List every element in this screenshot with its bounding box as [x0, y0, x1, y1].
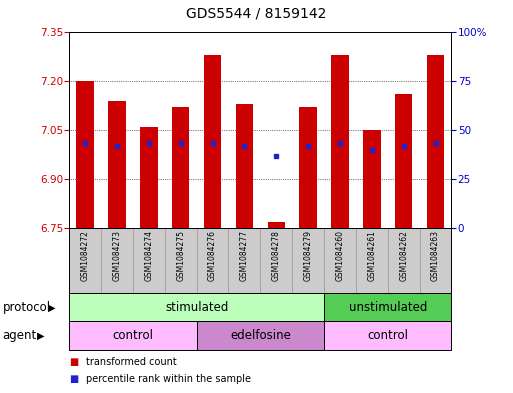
Text: ▶: ▶	[48, 302, 55, 312]
Text: GSM1084272: GSM1084272	[81, 230, 90, 281]
Bar	[292, 228, 324, 293]
Bar	[108, 101, 126, 228]
Bar	[261, 228, 292, 293]
Bar	[427, 55, 444, 228]
Text: GSM1084277: GSM1084277	[240, 230, 249, 281]
Bar	[133, 228, 165, 293]
Bar	[420, 228, 451, 293]
Text: GDS5544 / 8159142: GDS5544 / 8159142	[186, 6, 327, 20]
Bar	[172, 107, 189, 228]
Text: GSM1084261: GSM1084261	[367, 230, 377, 281]
Text: GSM1084273: GSM1084273	[112, 230, 122, 281]
Bar	[356, 228, 388, 293]
Text: unstimulated: unstimulated	[348, 301, 427, 314]
Bar	[331, 55, 349, 228]
Text: edelfosine: edelfosine	[230, 329, 291, 342]
Text: ■: ■	[69, 374, 78, 384]
Bar	[324, 228, 356, 293]
Bar	[395, 94, 412, 228]
Text: transformed count: transformed count	[86, 356, 176, 367]
Text: GSM1084276: GSM1084276	[208, 230, 217, 281]
Text: protocol: protocol	[3, 301, 51, 314]
Text: agent: agent	[3, 329, 37, 342]
Text: GSM1084274: GSM1084274	[144, 230, 153, 281]
Text: GSM1084260: GSM1084260	[336, 230, 344, 281]
Bar	[235, 104, 253, 228]
Bar	[300, 107, 317, 228]
Bar	[196, 321, 324, 350]
Text: GSM1084275: GSM1084275	[176, 230, 185, 281]
Text: GSM1084263: GSM1084263	[431, 230, 440, 281]
Text: stimulated: stimulated	[165, 301, 228, 314]
Bar	[165, 228, 196, 293]
Text: GSM1084262: GSM1084262	[399, 230, 408, 281]
Bar	[101, 228, 133, 293]
Bar	[204, 55, 221, 228]
Bar	[69, 228, 101, 293]
Bar	[69, 321, 196, 350]
Bar	[228, 228, 261, 293]
Bar	[76, 81, 94, 228]
Bar	[388, 228, 420, 293]
Bar	[69, 293, 324, 321]
Bar	[196, 228, 228, 293]
Bar	[267, 222, 285, 228]
Text: ▶: ▶	[37, 331, 45, 341]
Text: ■: ■	[69, 356, 78, 367]
Text: control: control	[367, 329, 408, 342]
Text: GSM1084279: GSM1084279	[304, 230, 312, 281]
Bar	[324, 321, 451, 350]
Bar	[363, 130, 381, 228]
Bar	[140, 127, 157, 228]
Text: percentile rank within the sample: percentile rank within the sample	[86, 374, 251, 384]
Text: control: control	[112, 329, 153, 342]
Text: GSM1084278: GSM1084278	[272, 230, 281, 281]
Bar	[324, 293, 451, 321]
